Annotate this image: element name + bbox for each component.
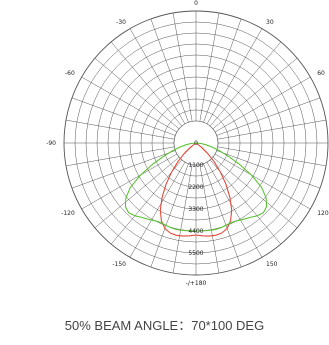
- radial-tick-label: 0: [194, 140, 198, 147]
- grid-spoke: [199, 12, 220, 122]
- angle-label: -120: [61, 210, 75, 217]
- angle-label: -60: [65, 70, 75, 77]
- grid-spoke: [172, 164, 193, 274]
- radial-tick-label: 4400: [188, 228, 203, 235]
- grid-spoke: [214, 76, 311, 133]
- grid-spoke: [110, 159, 183, 245]
- angle-label: 0: [194, 0, 198, 7]
- series-curve-2: [124, 142, 268, 232]
- grid-spoke: [94, 156, 180, 229]
- grid-spoke: [81, 153, 178, 210]
- grid-spoke: [206, 161, 263, 258]
- grid-spoke: [203, 18, 242, 123]
- radial-tick-label: 2200: [188, 184, 203, 191]
- grid-spoke: [71, 150, 176, 189]
- angle-label: -150: [112, 261, 126, 268]
- angle-label: 60: [317, 70, 325, 77]
- grid-spoke: [203, 163, 242, 268]
- grid-spoke: [217, 146, 327, 167]
- grid-spoke: [129, 161, 186, 258]
- grid-spoke: [214, 153, 311, 210]
- radial-tick-label: 5500: [188, 250, 203, 257]
- grid-spoke: [150, 163, 189, 268]
- radial-tick-label: 3300: [188, 206, 203, 213]
- polar-light-distribution-chart: -/+1801501209060300-30-60-90-120-1500110…: [46, 0, 329, 287]
- grid-spoke: [212, 156, 298, 229]
- grid-spoke: [209, 41, 282, 127]
- grid-spoke: [212, 57, 298, 130]
- angle-label: -90: [46, 140, 56, 147]
- grid-spoke: [216, 150, 321, 189]
- grid-spoke: [110, 41, 183, 127]
- grid-spoke: [71, 97, 176, 136]
- grid-spoke: [209, 159, 282, 245]
- grid-spoke: [129, 28, 186, 125]
- grid-spoke: [199, 164, 220, 274]
- beam-angle-caption: 50% BEAM ANGLE：70*100 DEG: [64, 318, 265, 333]
- angle-label: 150: [266, 261, 278, 268]
- grid-spoke: [81, 76, 178, 133]
- series-curve-1: [159, 142, 233, 237]
- angle-label: 120: [317, 210, 329, 217]
- grid-spoke: [206, 28, 263, 125]
- grid-spoke: [94, 57, 180, 130]
- grid-spoke: [216, 97, 321, 136]
- grid-spoke: [150, 18, 189, 123]
- grid-spoke: [217, 119, 327, 140]
- grid-spoke: [65, 146, 175, 167]
- grid-spoke: [65, 119, 175, 140]
- radial-tick-label: 1100: [188, 162, 203, 169]
- angle-label: -30: [116, 19, 126, 26]
- grid-spoke: [172, 12, 193, 122]
- angle-label: 30: [266, 19, 274, 26]
- angle-label: -/+180: [186, 280, 207, 287]
